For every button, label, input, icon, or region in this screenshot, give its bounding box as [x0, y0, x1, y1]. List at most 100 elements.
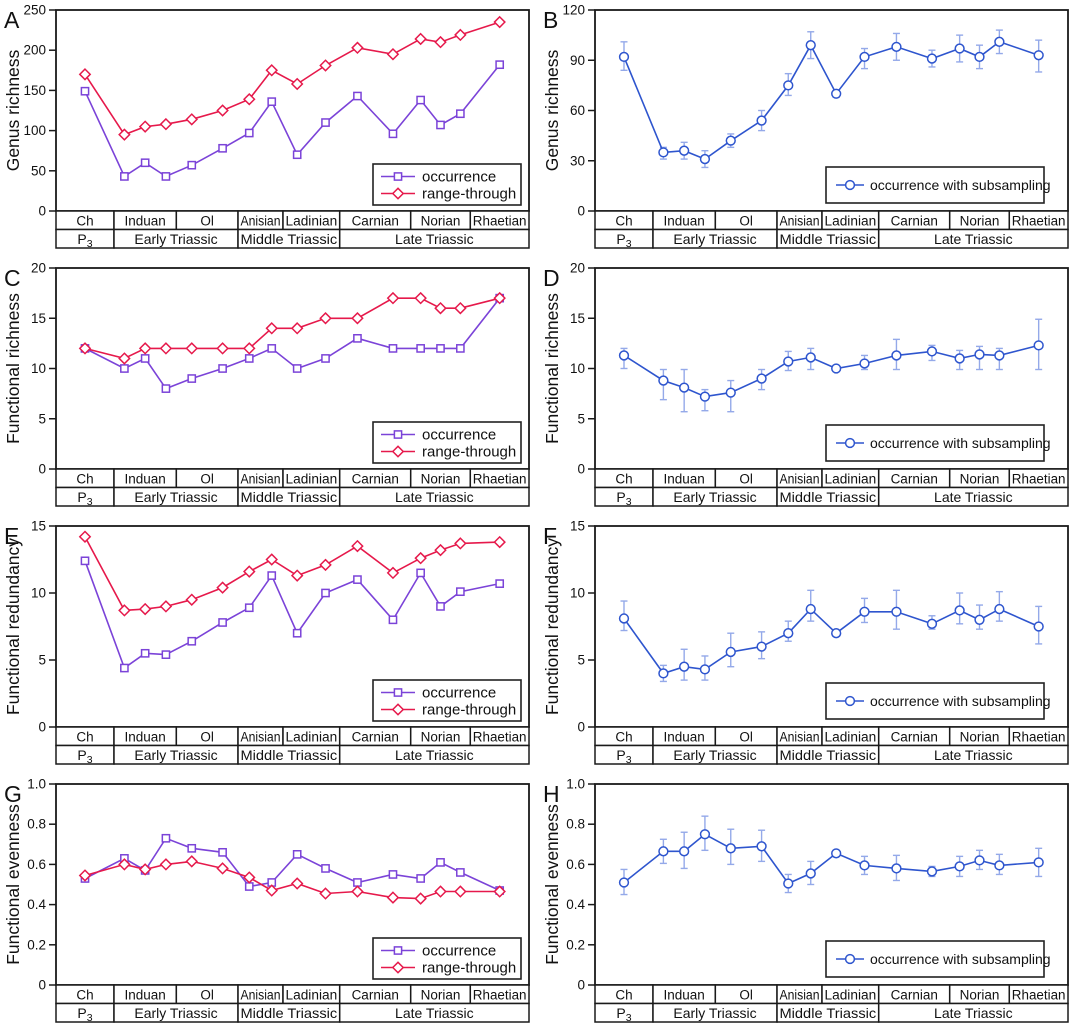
stage-label: Norian: [421, 471, 461, 486]
y-tick-label: 15: [31, 519, 46, 534]
series-line-circle: [623, 833, 1039, 885]
square-marker-icon: [321, 118, 330, 127]
era-cell: [877, 486, 1069, 507]
stage-label: Ladinian: [824, 987, 876, 1002]
circle-marker-icon: [831, 848, 842, 859]
square-marker-icon: [218, 143, 227, 153]
square-marker-icon: [353, 334, 362, 343]
circle-marker-icon: [1033, 50, 1044, 61]
y-tick-label: 200: [23, 43, 46, 58]
circle-marker-icon: [974, 855, 985, 866]
era-label: Early Triassic: [673, 489, 756, 505]
circle-marker-icon: [994, 860, 1005, 871]
square-marker-icon: [393, 430, 403, 439]
circle-marker-icon: [756, 841, 767, 852]
series-markers: [618, 340, 1044, 402]
y-tick-label: 100: [23, 123, 46, 138]
stage-label: Rhaetian: [473, 729, 527, 744]
stage-label: Anisian: [780, 213, 820, 228]
diamond-marker-icon: [386, 47, 400, 61]
diamond-marker-icon: [290, 322, 304, 335]
square-marker-icon: [161, 833, 171, 843]
y-tick-label: 50: [31, 163, 46, 178]
y-tick-label: 5: [38, 411, 46, 426]
square-marker-icon: [244, 354, 254, 363]
circle-marker-icon: [859, 860, 870, 871]
era-label: Middle Triassic: [241, 489, 338, 505]
legend-label: occurrence with subsampling: [870, 177, 1051, 193]
stage-label: Anisian: [780, 729, 820, 744]
square-marker-icon: [416, 344, 425, 353]
y-tick-label: 1.0: [566, 777, 585, 792]
circle-marker-icon: [783, 628, 794, 639]
stage-label: Rhaetian: [1012, 729, 1066, 744]
square-marker-icon: [80, 556, 90, 566]
square-marker-icon: [187, 843, 197, 853]
y-tick-label: 10: [31, 361, 46, 376]
circle-marker-icon: [831, 363, 842, 374]
square-marker-icon: [292, 364, 302, 373]
square-marker-icon: [495, 579, 505, 588]
legend: occurrence with subsampling: [825, 166, 1051, 204]
circle-marker-icon: [994, 36, 1005, 47]
panel-A: A Genus richness 0 50 100 150 200 250 occurrence…: [0, 0, 539, 258]
square-marker-icon: [244, 128, 254, 138]
square-marker-icon: [321, 588, 330, 598]
square-marker-icon: [495, 60, 505, 70]
diamond-marker-icon: [118, 352, 131, 365]
legend: occurrence with subsampling: [825, 940, 1051, 978]
square-marker-icon: [218, 847, 227, 857]
diamond-marker-icon: [265, 553, 278, 566]
stage-label: Ch: [76, 213, 93, 228]
stage-label: Carnian: [352, 729, 399, 744]
square-marker-icon: [120, 172, 129, 181]
square-marker-icon: [456, 109, 465, 119]
diamond-marker-icon: [118, 128, 131, 141]
diamond-marker-icon: [434, 543, 447, 557]
era-label: Early Triassic: [134, 747, 217, 763]
series-markers: [78, 291, 506, 365]
diamond-marker-icon: [319, 887, 332, 900]
diamond-marker-icon: [138, 863, 152, 876]
stage-label: Ch: [615, 987, 632, 1002]
circle-marker-icon: [725, 135, 736, 146]
square-marker-icon: [292, 850, 302, 859]
era-label: Early Triassic: [134, 231, 217, 247]
square-marker-icon: [267, 571, 277, 580]
diamond-marker-icon: [414, 291, 427, 305]
legend-entry: occurrence: [381, 427, 496, 444]
square-marker-icon: [388, 615, 398, 625]
circle-marker-icon: [844, 695, 856, 707]
panel-letter: G: [4, 781, 22, 807]
stage-label: Anisian: [241, 213, 281, 228]
legend-label: range-through: [422, 444, 516, 461]
circle-marker-icon: [926, 53, 938, 64]
stage-label: Ol: [200, 987, 214, 1002]
y-tick-label: 15: [31, 311, 46, 326]
diamond-marker-icon: [391, 703, 405, 716]
square-marker-icon: [187, 636, 197, 646]
y-tick-label: 5: [577, 653, 585, 668]
era-cell: [877, 1002, 1069, 1023]
diamond-marker-icon: [118, 858, 131, 871]
era-label: Middle Triassic: [241, 1005, 338, 1021]
stage-label: Carnian: [891, 213, 938, 228]
diamond-marker-icon: [414, 892, 427, 905]
circle-marker-icon: [699, 664, 711, 675]
circle-marker-icon: [891, 41, 902, 52]
diamond-marker-icon: [351, 539, 364, 553]
series-markers: [618, 36, 1044, 165]
diamond-marker-icon: [391, 961, 405, 974]
y-tick-label: 0: [38, 720, 46, 735]
y-tick-label: 0.8: [566, 817, 585, 832]
diamond-marker-icon: [118, 604, 131, 617]
diamond-marker-icon: [351, 311, 364, 325]
circle-marker-icon: [974, 614, 985, 625]
square-marker-icon: [393, 688, 403, 697]
era-label: Early Triassic: [134, 1005, 217, 1021]
stage-label: Induan: [664, 213, 705, 228]
